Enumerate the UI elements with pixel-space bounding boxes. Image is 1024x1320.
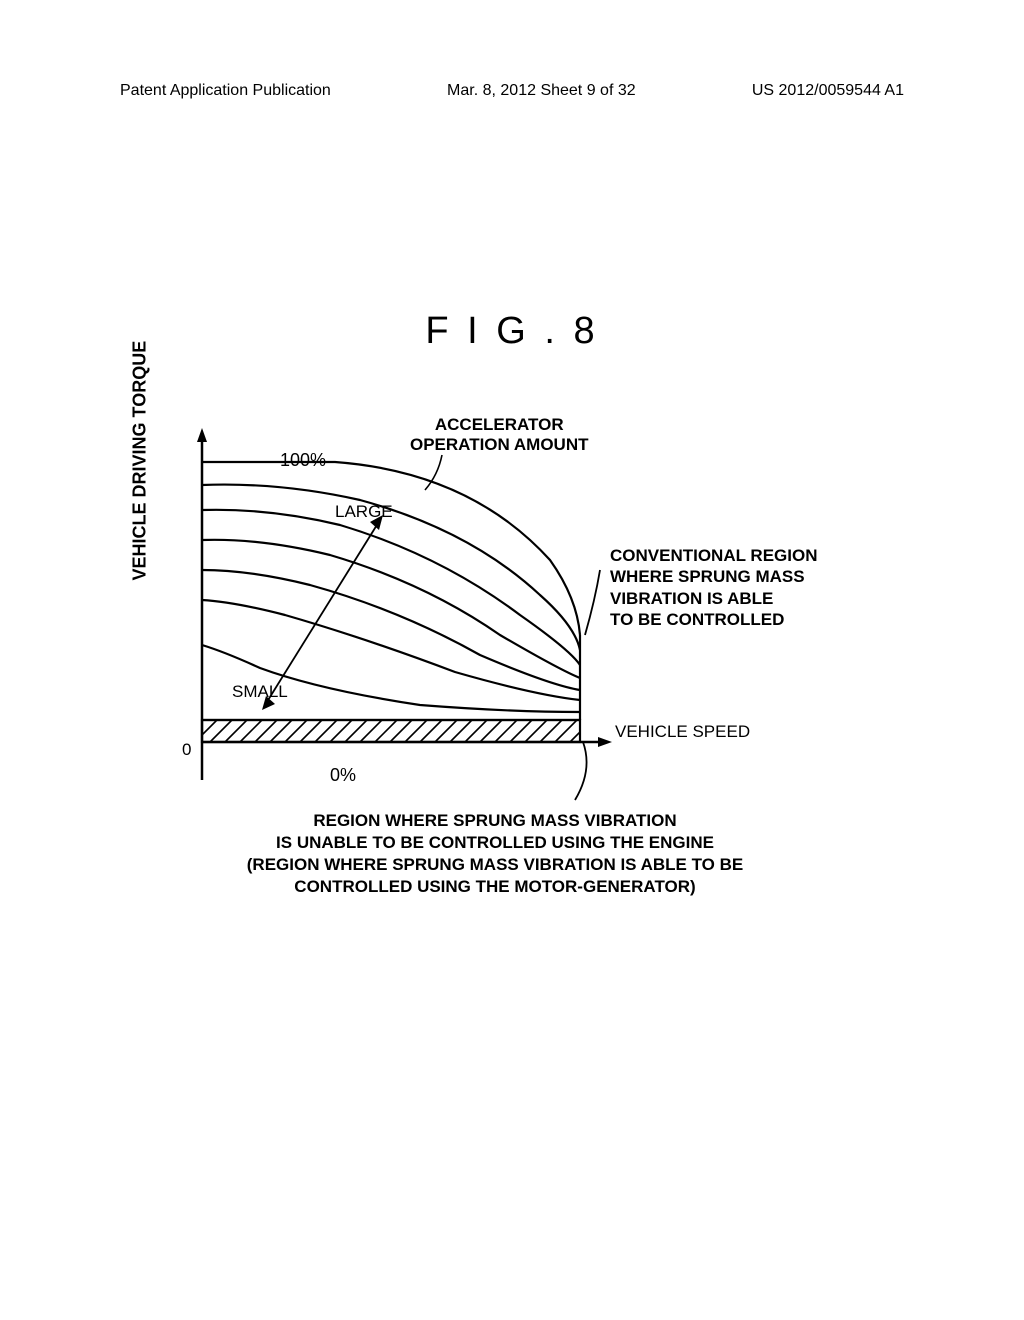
header-center: Mar. 8, 2012 Sheet 9 of 32	[447, 82, 636, 100]
chart-svg	[180, 420, 880, 920]
patent-header: Patent Application Publication Mar. 8, 2…	[0, 82, 1024, 100]
chart-container: VEHICLE DRIVING TORQUE ACCELERATOR OPERA…	[180, 420, 880, 920]
header-left: Patent Application Publication	[120, 82, 331, 100]
header-right: US 2012/0059544 A1	[752, 82, 904, 100]
figure-title: F I G . 8	[0, 310, 1024, 353]
y-axis-label: VEHICLE DRIVING TORQUE	[130, 341, 151, 581]
